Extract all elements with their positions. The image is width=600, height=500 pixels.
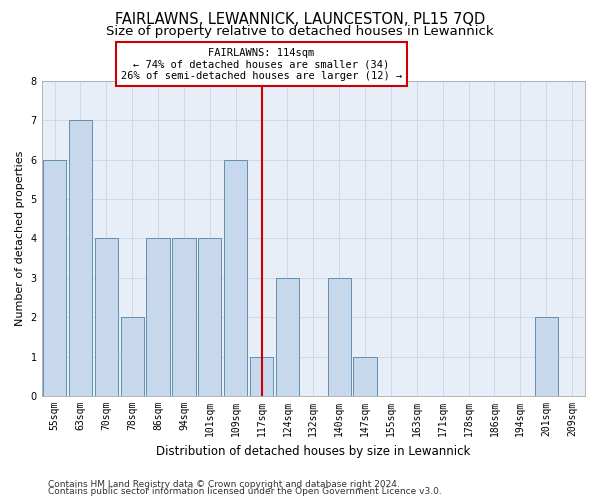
Bar <box>224 160 247 396</box>
Bar <box>43 160 66 396</box>
Y-axis label: Number of detached properties: Number of detached properties <box>15 150 25 326</box>
Bar <box>146 238 170 396</box>
Bar <box>69 120 92 396</box>
Bar <box>535 317 558 396</box>
Bar <box>276 278 299 396</box>
Bar <box>328 278 351 396</box>
Bar <box>198 238 221 396</box>
Bar <box>353 356 377 396</box>
Text: Size of property relative to detached houses in Lewannick: Size of property relative to detached ho… <box>106 25 494 38</box>
X-axis label: Distribution of detached houses by size in Lewannick: Distribution of detached houses by size … <box>156 444 470 458</box>
Text: Contains HM Land Registry data © Crown copyright and database right 2024.: Contains HM Land Registry data © Crown c… <box>48 480 400 489</box>
Bar <box>121 317 144 396</box>
Text: Contains public sector information licensed under the Open Government Licence v3: Contains public sector information licen… <box>48 487 442 496</box>
Text: FAIRLAWNS, LEWANNICK, LAUNCESTON, PL15 7QD: FAIRLAWNS, LEWANNICK, LAUNCESTON, PL15 7… <box>115 12 485 28</box>
Bar <box>250 356 273 396</box>
Bar <box>172 238 196 396</box>
Text: FAIRLAWNS: 114sqm
← 74% of detached houses are smaller (34)
26% of semi-detached: FAIRLAWNS: 114sqm ← 74% of detached hous… <box>121 48 402 80</box>
Bar <box>95 238 118 396</box>
